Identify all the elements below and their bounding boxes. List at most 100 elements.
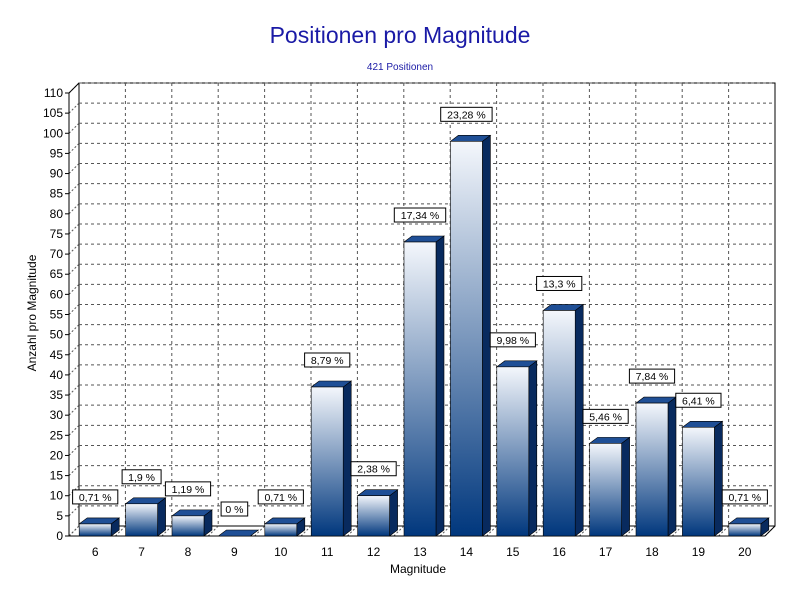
- x-tick-label: 16: [553, 545, 567, 559]
- chart-title: Positionen pro Magnitude: [269, 22, 531, 48]
- bar-side: [342, 380, 352, 537]
- data-label-text: 0,71 %: [264, 492, 297, 504]
- bar-side: [621, 436, 630, 537]
- y-tick-label: 90: [50, 167, 64, 181]
- y-tick-label: 35: [50, 388, 64, 402]
- y-gridline-side: [68, 324, 80, 335]
- bar-side: [574, 303, 584, 537]
- y-gridline-side: [68, 143, 80, 154]
- bar-cap: [217, 529, 260, 537]
- bar: [356, 489, 399, 537]
- data-label: 7,84 %: [628, 368, 676, 384]
- bar-front: [125, 503, 158, 537]
- bar: [403, 235, 445, 537]
- y-gridline-side: [68, 122, 80, 134]
- bar-front: [682, 426, 715, 537]
- y-gridline-side: [68, 445, 80, 456]
- x-tick-label: 12: [367, 545, 381, 559]
- bar-front: [357, 495, 390, 537]
- data-label: 0 %: [220, 501, 249, 517]
- x-tick-label: 14: [460, 545, 474, 559]
- y-tick-label: 10: [50, 489, 64, 503]
- y-gridline-side: [68, 384, 80, 396]
- axis-corner-top: [68, 82, 80, 94]
- y-tick-label: 60: [50, 287, 64, 301]
- bar: [78, 517, 121, 537]
- y-tick-label: 100: [43, 126, 63, 140]
- y-gridline-side: [68, 102, 80, 114]
- y-tick-label: 50: [50, 328, 64, 342]
- data-label-text: 23,28 %: [447, 109, 486, 121]
- x-tick-label: 20: [738, 545, 752, 559]
- data-label-box: [393, 207, 447, 223]
- bar-side: [528, 360, 538, 537]
- bar: [495, 360, 538, 537]
- data-label: 0,71 %: [257, 489, 304, 505]
- bar: [310, 380, 353, 537]
- data-label: 23,28 %: [440, 106, 493, 122]
- bar-front: [728, 523, 762, 537]
- bar-side: [667, 396, 677, 537]
- y-tick-label: 80: [50, 207, 64, 221]
- data-label-box: [304, 352, 351, 368]
- data-label-text: 6,41 %: [682, 395, 715, 407]
- bar-side: [435, 235, 445, 537]
- bar: [542, 303, 585, 537]
- y-tick-label: 30: [50, 408, 64, 422]
- data-label: 13,3 %: [536, 275, 583, 291]
- data-label-box: [121, 469, 162, 485]
- bar-front: [450, 141, 483, 537]
- y-gridline-side: [68, 263, 80, 275]
- y-tick-label: 40: [50, 368, 64, 382]
- floor-gridline: [68, 525, 80, 537]
- data-label-box: [350, 461, 397, 477]
- y-tick-label: 55: [50, 308, 64, 322]
- bar-front: [635, 402, 669, 537]
- y-tick-label: 0: [56, 529, 63, 543]
- x-tick-label: 11: [321, 545, 334, 559]
- data-label-text: 1,9 %: [128, 472, 155, 484]
- x-tick-label: 10: [274, 545, 288, 559]
- data-labels: 0,71 % 1,9 % 1,19 % 0 % 0,71 % 8,79 % 2,38 % 17…: [72, 106, 768, 517]
- y-gridline-side: [68, 304, 80, 315]
- x-axis-label: Magnitude: [390, 562, 446, 576]
- data-label-text: 1,19 %: [172, 484, 205, 496]
- x-tick-label: 9: [231, 545, 238, 559]
- data-label-box: [628, 368, 676, 384]
- x-tick-label: 13: [413, 545, 427, 559]
- bar: [449, 134, 492, 537]
- data-label-box: [440, 106, 493, 122]
- y-tick-label: 65: [50, 267, 64, 281]
- bar-front: [496, 366, 530, 537]
- data-label-text: 2,38 %: [357, 464, 390, 476]
- y-tick-label: 105: [43, 106, 63, 120]
- y-tick-label: 20: [50, 448, 64, 462]
- bar: [263, 517, 306, 537]
- x-tick-label: 19: [692, 545, 706, 559]
- y-tick-label: 45: [50, 348, 64, 362]
- bar: [171, 509, 213, 537]
- bar: [217, 529, 260, 537]
- y-gridline-side: [68, 404, 80, 416]
- y-gridline-side: [68, 364, 80, 376]
- data-label-text: 0,71 %: [79, 492, 112, 504]
- x-tick-label: 15: [506, 545, 520, 559]
- y-gridline-side: [68, 284, 80, 295]
- x-tick-label: 8: [185, 545, 192, 559]
- bar: [588, 436, 631, 537]
- y-gridline-side: [68, 163, 80, 174]
- bar-front: [171, 515, 205, 537]
- y-tick-label: 110: [44, 86, 63, 100]
- y-gridline-side: [68, 505, 80, 517]
- data-label-box: [536, 275, 583, 291]
- y-gridline-side: [68, 203, 80, 215]
- data-label: 2,38 %: [350, 461, 397, 477]
- x-tick-label: 17: [599, 545, 613, 559]
- bar-front: [403, 241, 437, 537]
- data-label: 0,71 %: [72, 489, 119, 505]
- axis-corner-right: [764, 525, 776, 537]
- bar: [681, 420, 724, 537]
- y-gridline-side: [68, 344, 80, 356]
- bar-front: [78, 523, 112, 537]
